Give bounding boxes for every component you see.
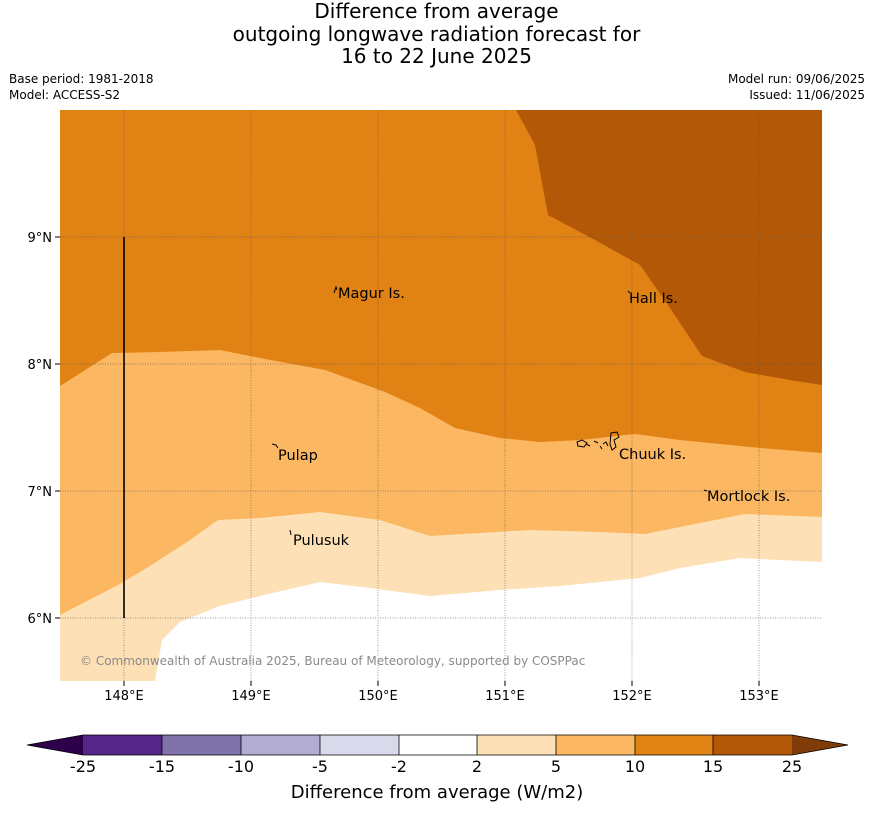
lat-tick-7n: 7°N bbox=[28, 485, 53, 500]
pulap-island-shape bbox=[271, 443, 279, 449]
chuuk-island-shapes bbox=[576, 431, 620, 451]
lon-axis: 148°E 149°E 150°E 151°E 152°E 153°E bbox=[104, 681, 779, 704]
title-line-1: Difference from average bbox=[314, 0, 559, 23]
place-label-pulusuk: Pulusuk bbox=[293, 533, 350, 549]
colorbar-swatch-1 bbox=[83, 735, 162, 755]
lon-tick-149e: 149°E bbox=[231, 689, 271, 704]
meta-left: Base period: 1981-2018 Model: ACCESS-S2 bbox=[9, 71, 154, 103]
place-label-magur: Magur Is. bbox=[338, 286, 405, 302]
colorbar-swatch-2 bbox=[162, 735, 241, 755]
lon-tick-150e: 150°E bbox=[358, 689, 398, 704]
lat-tick-6n: 6°N bbox=[28, 612, 53, 627]
colorbar-tick-1: -15 bbox=[149, 757, 175, 776]
island-outlines bbox=[271, 285, 708, 536]
colorbar-high-extension bbox=[792, 735, 848, 755]
meta-right: Model run: 09/06/2025 Issued: 11/06/2025 bbox=[728, 71, 865, 103]
place-label-mortlock: Mortlock Is. bbox=[707, 489, 790, 505]
map-title: Difference from average outgoing longwav… bbox=[0, 0, 873, 68]
lon-tick-152e: 152°E bbox=[612, 689, 652, 704]
colorbar-tick-8: 15 bbox=[703, 757, 723, 776]
colorbar-tick-5: 2 bbox=[472, 757, 482, 776]
colorbar-tick-4: -2 bbox=[391, 757, 407, 776]
lon-tick-153e: 153°E bbox=[739, 689, 779, 704]
place-label-hall: Hall Is. bbox=[629, 291, 678, 307]
colorbar-tick-7: 10 bbox=[625, 757, 645, 776]
title-line-3: 16 to 22 June 2025 bbox=[341, 44, 532, 68]
colorbar: -25 -15 -10 -5 -2 2 5 10 15 25 Differenc… bbox=[26, 734, 849, 803]
colorbar-tick-0: -25 bbox=[70, 757, 96, 776]
region-15-to-25 bbox=[516, 110, 822, 385]
colorbar-tick-6: 5 bbox=[551, 757, 561, 776]
colorbar-low-extension bbox=[27, 735, 83, 755]
title-line-2: outgoing longwave radiation forecast for bbox=[232, 21, 641, 46]
hall-island-shape bbox=[627, 290, 631, 294]
colorbar-swatch-7 bbox=[556, 735, 635, 755]
lon-tick-148e: 148°E bbox=[104, 689, 144, 704]
base-period: Base period: 1981-2018 bbox=[9, 72, 154, 86]
colorbar-swatch-9 bbox=[713, 735, 792, 755]
lat-tick-9n: 9°N bbox=[28, 231, 53, 246]
model-name: Model: ACCESS-S2 bbox=[9, 88, 121, 102]
mortlock-island-shape bbox=[703, 489, 708, 492]
colorbar-tick-3: -5 bbox=[312, 757, 328, 776]
colorbar-swatch-5 bbox=[399, 735, 477, 755]
colorbar-swatch-4 bbox=[320, 735, 399, 755]
issued-date: Issued: 11/06/2025 bbox=[749, 88, 865, 102]
colorbar-swatch-3 bbox=[241, 735, 320, 755]
lon-tick-151e: 151°E bbox=[485, 689, 525, 704]
colorbar-tick-9: 25 bbox=[782, 757, 802, 776]
model-run-date: Model run: 09/06/2025 bbox=[727, 72, 865, 86]
lat-axis: 9°N 8°N 7°N 6°N bbox=[28, 231, 60, 627]
colorbar-tick-2: -10 bbox=[228, 757, 254, 776]
place-label-chuuk: Chuuk Is. bbox=[619, 447, 686, 463]
colorbar-label: Difference from average (W/m2) bbox=[291, 782, 583, 803]
pulusuk-island-shape bbox=[289, 529, 292, 536]
copyright-notice: © Commonwealth of Australia 2025, Bureau… bbox=[80, 654, 585, 668]
place-label-pulap: Pulap bbox=[278, 448, 318, 464]
magur-island-shape bbox=[333, 285, 338, 294]
colorbar-swatch-6 bbox=[477, 735, 556, 755]
colorbar-swatch-8 bbox=[635, 735, 713, 755]
map-area: Magur Is. Hall Is. Pulap Chuuk Is. Mortl… bbox=[60, 110, 822, 681]
lat-tick-8n: 8°N bbox=[28, 358, 53, 373]
